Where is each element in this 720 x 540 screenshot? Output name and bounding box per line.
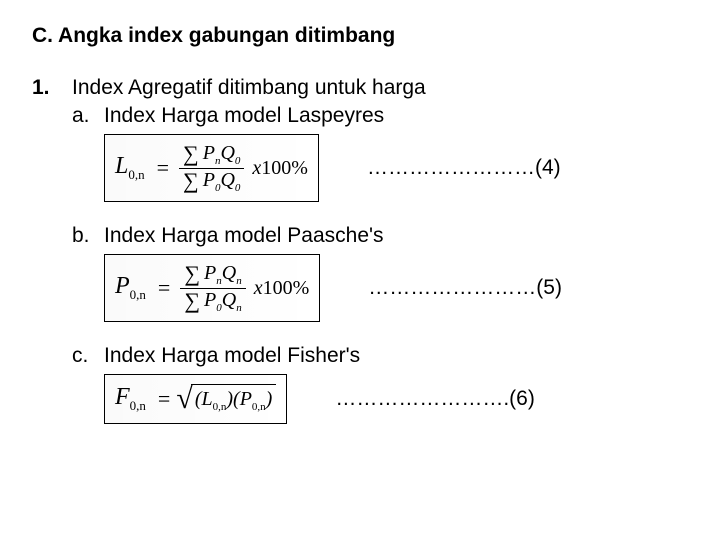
term-base: Q bbox=[222, 262, 236, 284]
item-number: 1. bbox=[32, 76, 72, 446]
term-sub: n bbox=[236, 302, 242, 314]
list-item: 1. Index Agregatif ditimbang untuk harga… bbox=[32, 76, 696, 446]
sigma-icon: ∑ bbox=[184, 289, 200, 313]
formula-lhs-base: L bbox=[115, 153, 128, 179]
formula-row: P0,n = ∑ PnQn ∑ P0Qn x100% ……………………(5) bbox=[104, 254, 696, 322]
equals-sign: = bbox=[158, 275, 170, 301]
term-base: P bbox=[240, 388, 252, 410]
term-base: P bbox=[204, 289, 216, 311]
term-sub: 0 bbox=[235, 155, 241, 167]
equation-reference: ……………………(5) bbox=[368, 276, 562, 300]
term-sub: n bbox=[236, 275, 242, 287]
formula-lhs-sub: 0,n bbox=[130, 398, 146, 413]
formula-tail: x100% bbox=[252, 157, 308, 180]
formula-tail: x100% bbox=[254, 277, 310, 300]
term-base: Q bbox=[220, 169, 234, 191]
formula-lhs-sub: 0,n bbox=[128, 167, 144, 182]
sub-letter: a. bbox=[72, 104, 104, 128]
formula-lhs-base: P bbox=[115, 273, 130, 299]
sub-letter: c. bbox=[72, 344, 104, 368]
fraction: ∑ PnQn ∑ P0Qn bbox=[180, 262, 245, 313]
sub-item: a. Index Harga model Laspeyres bbox=[72, 104, 696, 128]
sigma-icon: ∑ bbox=[184, 262, 200, 286]
term-base: Q bbox=[220, 142, 234, 164]
term-sub: 0,n bbox=[252, 401, 266, 413]
sub-letter: b. bbox=[72, 224, 104, 248]
term-base: P bbox=[204, 262, 216, 284]
formula-lhs-sub: 0,n bbox=[130, 287, 146, 302]
term-sub: 0 bbox=[235, 182, 241, 194]
formula-paasche: P0,n = ∑ PnQn ∑ P0Qn x100% bbox=[104, 254, 320, 322]
sub-item: b. Index Harga model Paasche's bbox=[72, 224, 696, 248]
formula-fisher: F0,n = √ (L0,n)(P0,n) bbox=[104, 374, 287, 424]
sigma-icon: ∑ bbox=[183, 142, 199, 166]
formula-row: L0,n = ∑ PnQ0 ∑ P0Q0 x100% ……………………(4) bbox=[104, 134, 696, 202]
term-base: P bbox=[203, 142, 215, 164]
square-root: √ (L0,n)(P0,n) bbox=[176, 384, 276, 414]
item-title: Index Agregatif ditimbang untuk harga bbox=[72, 76, 696, 100]
formula-laspeyres: L0,n = ∑ PnQ0 ∑ P0Q0 x100% bbox=[104, 134, 319, 202]
sub-item: c. Index Harga model Fisher's bbox=[72, 344, 696, 368]
term-base: L bbox=[201, 388, 212, 410]
term-base: Q bbox=[222, 289, 236, 311]
sub-title: Index Harga model Fisher's bbox=[104, 344, 360, 368]
sub-title: Index Harga model Paasche's bbox=[104, 224, 384, 248]
item-body: Index Agregatif ditimbang untuk harga a.… bbox=[72, 76, 696, 446]
sigma-icon: ∑ bbox=[183, 169, 199, 193]
formula-row: F0,n = √ (L0,n)(P0,n) …………………….(6) bbox=[104, 374, 696, 424]
formula-lhs-base: F bbox=[115, 384, 130, 410]
sub-title: Index Harga model Laspeyres bbox=[104, 104, 384, 128]
section-heading: C. Angka index gabungan ditimbang bbox=[32, 24, 696, 48]
equation-reference: ……………………(4) bbox=[367, 156, 561, 180]
term-base: P bbox=[203, 169, 215, 191]
term-sub: 0,n bbox=[213, 401, 227, 413]
equals-sign: = bbox=[157, 155, 169, 181]
equation-reference: …………………….(6) bbox=[335, 387, 535, 411]
equals-sign: = bbox=[158, 386, 170, 412]
fraction: ∑ PnQ0 ∑ P0Q0 bbox=[179, 142, 244, 193]
